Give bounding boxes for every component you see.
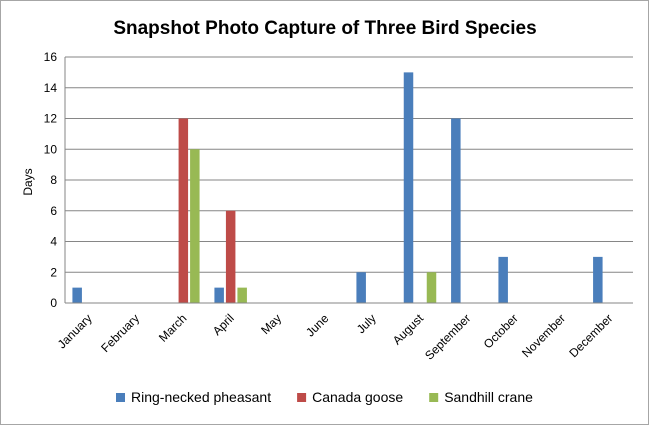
legend-item: Canada goose xyxy=(297,389,403,405)
y-tick-label: 4 xyxy=(50,235,57,249)
x-tick-label: August xyxy=(390,311,427,348)
gridlines xyxy=(65,56,633,273)
bar-ring-necked-pheasant-december xyxy=(593,256,603,304)
y-tick-labels: 0 2 4 6 8 10 12 14 16 xyxy=(44,50,58,310)
y-tick-label: 12 xyxy=(44,112,58,126)
y-tick-label: 6 xyxy=(50,204,57,218)
bar-ring-necked-pheasant-september xyxy=(451,118,461,303)
x-tick-label: May xyxy=(258,311,284,337)
bar-sandhill-crane-april xyxy=(237,287,247,304)
x-tick-labels: January February March April May June July Augu… xyxy=(55,311,616,363)
bar-ring-necked-pheasant-april xyxy=(214,287,224,304)
legend-swatch xyxy=(429,393,439,402)
y-tick-label: 10 xyxy=(44,142,58,156)
bar-ring-necked-pheasant-july xyxy=(356,272,366,303)
x-tick-label: December xyxy=(566,311,615,360)
legend-item: Ring-necked pheasant xyxy=(116,389,271,405)
bar-sandhill-crane-august xyxy=(426,272,437,303)
bar-ring-necked-pheasant-october xyxy=(498,256,508,304)
bar-canada-goose-march xyxy=(178,118,189,303)
bar-sandhill-crane-march xyxy=(190,149,200,303)
x-tick-label: January xyxy=(55,311,95,351)
x-tick-label: July xyxy=(354,311,379,336)
y-tick-label: 14 xyxy=(44,81,58,95)
legend-item: Sandhill crane xyxy=(429,389,533,405)
y-tick-label: 0 xyxy=(50,296,57,310)
legend-label: Canada goose xyxy=(312,389,403,405)
legend-swatch xyxy=(116,393,125,402)
y-axis-label: Days xyxy=(21,168,35,195)
x-tick-label: November xyxy=(519,311,568,360)
chart-title: Snapshot Photo Capture of Three Bird Spe… xyxy=(113,18,536,39)
x-tick-label: June xyxy=(303,311,332,340)
axes xyxy=(64,57,633,304)
legend: Ring-necked pheasant Canada goose Sandhill… xyxy=(116,389,533,405)
bar-canada-goose-april xyxy=(225,210,236,303)
legend-swatch xyxy=(297,393,307,402)
y-tick-label: 16 xyxy=(44,50,58,64)
bar-ring-necked-pheasant-january xyxy=(72,287,82,304)
x-tick-label: September xyxy=(422,311,473,362)
legend-label: Sandhill crane xyxy=(444,389,533,405)
x-tick-label: March xyxy=(156,311,189,344)
y-tick-label: 2 xyxy=(50,265,57,279)
bar-ring-necked-pheasant-august xyxy=(403,72,414,304)
bars xyxy=(72,72,603,304)
x-tick-label: April xyxy=(210,311,237,338)
legend-label: Ring-necked pheasant xyxy=(131,389,271,405)
y-tick-label: 8 xyxy=(50,173,57,187)
x-tick-label: October xyxy=(481,311,521,351)
x-tick-label: February xyxy=(98,311,142,355)
